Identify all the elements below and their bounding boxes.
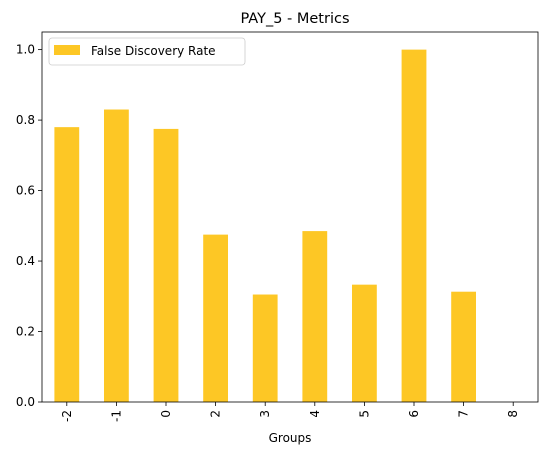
bar-6	[401, 49, 427, 402]
x-tick-label-7: 6	[407, 410, 421, 418]
bar-2	[203, 234, 228, 402]
bar-4	[302, 231, 328, 402]
y-tick-label-2: 0.4	[16, 254, 35, 268]
legend-swatch	[54, 45, 80, 55]
x-tick-label-0: -2	[60, 410, 74, 422]
x-axis-label: Groups	[269, 431, 312, 445]
bar-7	[451, 291, 476, 402]
legend-label: False Discovery Rate	[91, 44, 216, 58]
bars-group	[54, 49, 476, 403]
plot-frame	[41, 31, 539, 403]
x-tick-label-3: 2	[209, 410, 223, 418]
y-tick-label-1: 0.2	[16, 325, 35, 339]
x-tick-label-2: 0	[159, 410, 173, 418]
legend: False Discovery Rate	[48, 37, 246, 66]
bar-0	[153, 128, 179, 402]
x-tick-label-5: 4	[308, 410, 322, 418]
x-axis: -2 -1 0 2 3 4 5 6 7 8	[60, 402, 520, 422]
x-tick-label-6: 5	[357, 410, 371, 418]
y-tick-label-0: 0.0	[16, 395, 35, 409]
x-tick-label-4: 3	[258, 410, 272, 418]
x-tick-label-8: 7	[457, 410, 471, 418]
chart-title: PAY_5 - Metrics	[240, 11, 349, 27]
bar--1	[104, 109, 129, 403]
legend-frame	[48, 37, 246, 66]
x-tick-label-9: 8	[506, 410, 520, 418]
bar-3	[252, 294, 278, 402]
y-tick-label-5: 1.0	[16, 43, 35, 57]
y-tick-label-3: 0.6	[16, 184, 35, 198]
bar-5	[352, 284, 377, 402]
y-axis: 0.0 0.2 0.4 0.6 0.8 1.0	[16, 43, 42, 409]
y-tick-label-4: 0.8	[16, 113, 35, 127]
x-tick-label-1: -1	[109, 410, 123, 422]
bar--2	[54, 127, 80, 403]
